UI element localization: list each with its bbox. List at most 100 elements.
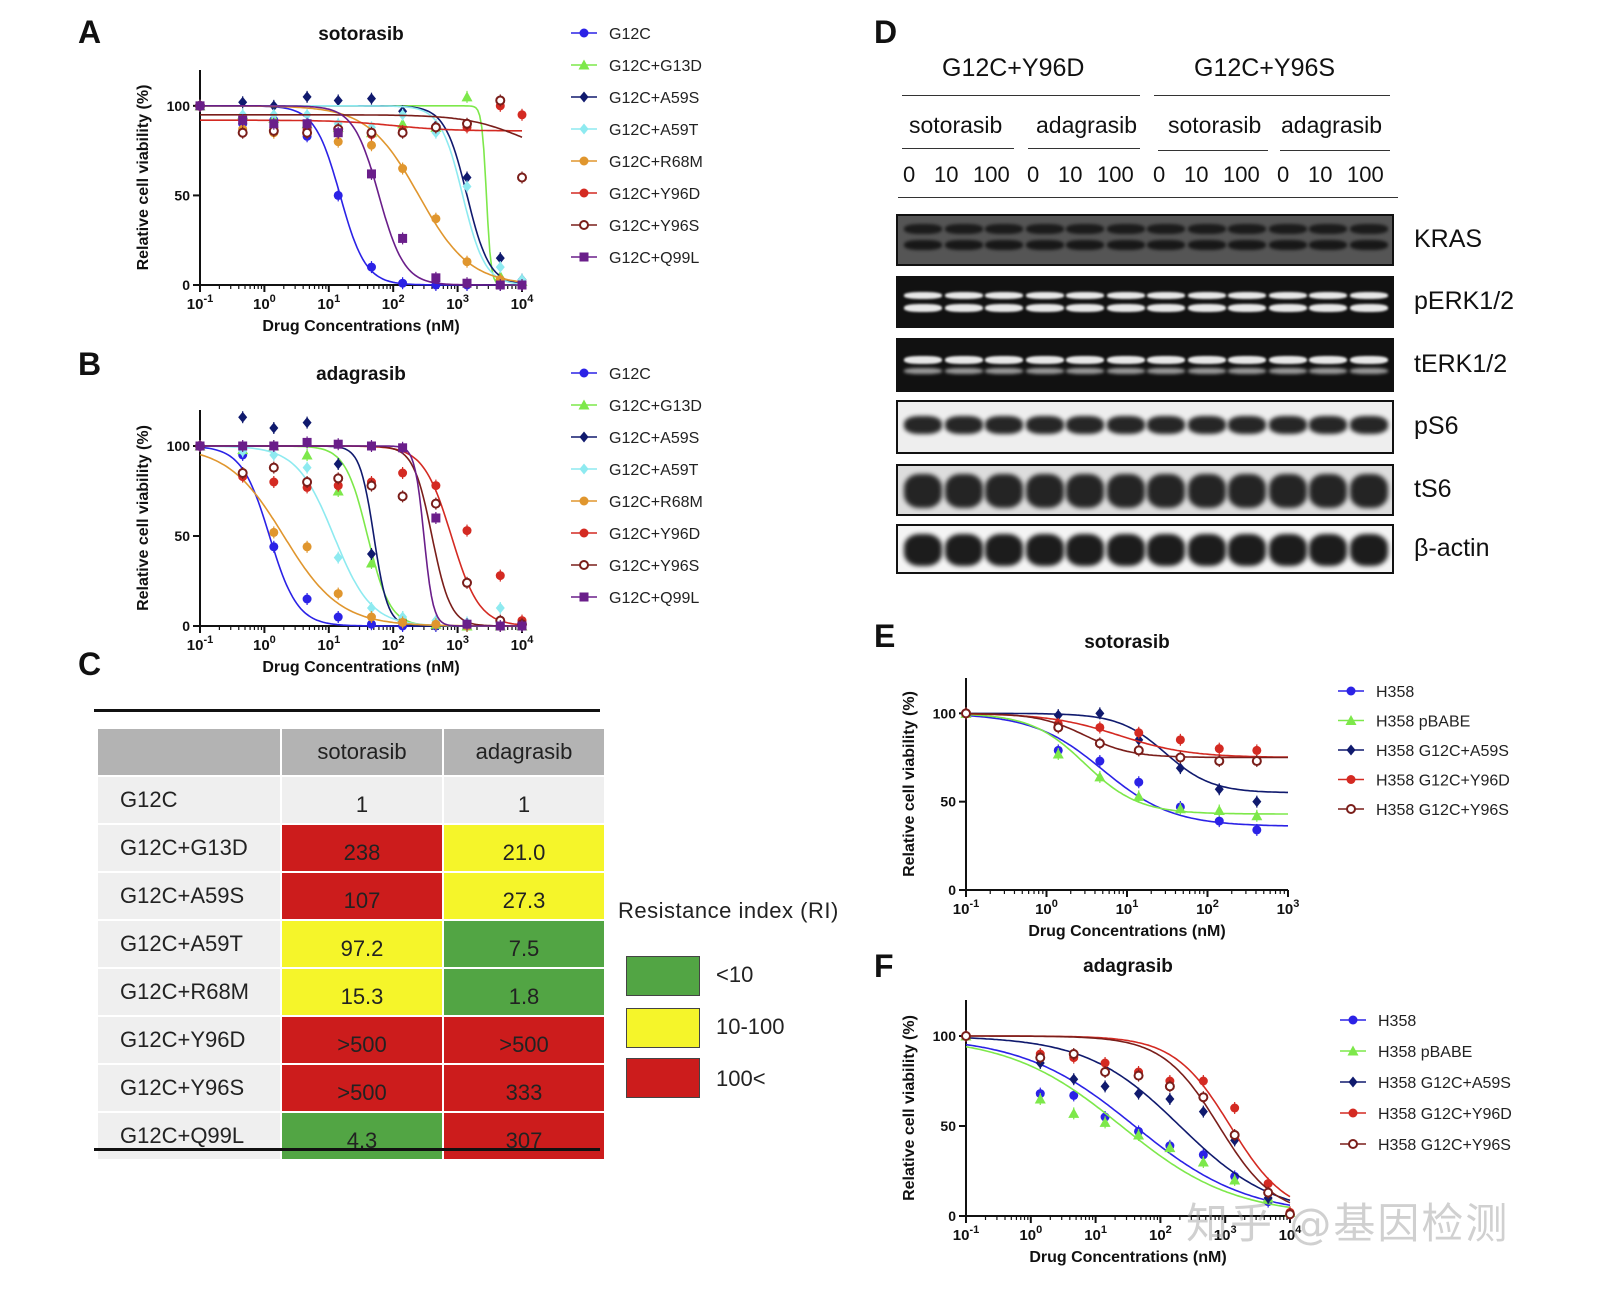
blot-band <box>1025 304 1064 312</box>
chart-a-point-g12c-r68m <box>398 164 408 174</box>
chart-a-point-g12c-y96s <box>397 127 408 138</box>
chart-a-fit-curve-g12c-y96s <box>200 114 523 138</box>
blot-label-perk1-2: pERK1/2 <box>1414 287 1515 315</box>
chart-f-point-h358-g12c-a59s <box>1134 1088 1144 1100</box>
chart-b-x-axis-label: Drug Concentrations (nM) <box>262 659 459 676</box>
chart-a-point-g12c-q99l <box>431 273 441 283</box>
chart-f-x-tick-label: 101 <box>1084 1224 1107 1244</box>
chart-b-point-g12c-q99l <box>238 441 248 451</box>
blot-label-ps6: pS6 <box>1414 412 1459 440</box>
chart-b-x-tick-label: 100 <box>253 634 276 654</box>
blot-band <box>904 292 942 299</box>
chart-e-point-h358-g12c-y96d <box>1175 735 1185 745</box>
chart-b-point-g12c-y96s <box>333 473 344 484</box>
chart-a-point-g12c-a59s <box>333 94 343 106</box>
chart-e-y-tick-label: 0 <box>948 882 956 898</box>
table-cell-adagrasib: >500 <box>442 1015 606 1065</box>
chart-a-fit-curve-g12c <box>200 105 522 286</box>
chart-b-point-g12c-g13d <box>301 449 313 460</box>
chart-b-point-g12c-y96d <box>495 571 505 581</box>
chart-a-point-g12c-q99l <box>495 280 505 290</box>
blot-band <box>1066 416 1104 434</box>
western-drug-label-3: sotorasib <box>1168 112 1262 138</box>
blot-band <box>985 240 1023 250</box>
western-dose-label: 100 <box>1097 162 1134 187</box>
table-row: G12C+Q99L 4.3 307 <box>96 1111 606 1161</box>
chart-e-fit-curve-h358-pbabe <box>965 713 1288 815</box>
table-cell-sotorasib: 15.3 <box>280 967 444 1017</box>
chart-f-point-h358-g12c-y96s <box>1068 1049 1079 1059</box>
chart-e-series-h358: H358 <box>961 684 1414 836</box>
western-dose-label: 0 <box>1027 162 1040 187</box>
chart-f-point-h358-g12c-y96d <box>1263 1179 1273 1189</box>
blot-band <box>1268 368 1307 374</box>
blot-band <box>1106 534 1145 566</box>
chart-f-legend-label-h358-g12c-y96d: H358 G12C+Y96D <box>1378 1106 1512 1123</box>
chart-a-point-g12c-y96s <box>302 127 313 138</box>
blot-band <box>1025 224 1064 234</box>
chart-f-series-h358-g12c-y96s: H358 G12C+Y96S <box>961 1030 1511 1221</box>
blot-strip-actin <box>896 524 1394 574</box>
table-row-name: G12C <box>96 775 282 825</box>
table-row-name: G12C+A59T <box>96 919 282 969</box>
western-blot-panel: G12C+Y96D G12C+Y96S sotorasib adagrasib … <box>870 0 1600 600</box>
chart-e-y-tick-label: 100 <box>933 705 957 721</box>
chart-b-point-g12c-r68m <box>431 619 441 629</box>
blot-band <box>1106 416 1145 434</box>
chart-f-fit-curve-h358-pbabe <box>965 1045 1291 1209</box>
chart-a-x-tick-label: 102 <box>382 293 405 313</box>
western-dose-label: 10 <box>1308 162 1333 187</box>
chart-e-point-h358-g12c-y96s <box>1133 745 1144 756</box>
blot-band <box>1228 240 1266 250</box>
chart-f-legend-marker-h358-g12c-y96s <box>1348 1139 1358 1149</box>
blot-strip-perk1-2 <box>896 276 1394 328</box>
panel-label-d: D <box>874 14 898 50</box>
chart-e-point-h358-g12c-y96d <box>1252 745 1262 755</box>
chart-b-fit-curve-g12c-a59s <box>200 445 522 627</box>
blot-band <box>1268 240 1307 250</box>
chart-e-point-h358 <box>1252 825 1262 835</box>
blot-band <box>1025 368 1064 374</box>
blot-band <box>985 474 1023 508</box>
chart-b-point-g12c-q99l <box>495 621 505 631</box>
table-row-name: G12C+A59S <box>96 871 282 921</box>
chart-f-y-axis-label: Relative cell viability (%) <box>901 1015 918 1201</box>
chart-b-point-g12c <box>302 594 312 604</box>
table-cell-adagrasib: 333 <box>442 1063 606 1113</box>
chart-b-point-g12c-q99l <box>269 441 279 451</box>
blot-strip-ts6 <box>896 464 1394 516</box>
chart-a-x-tick-label: 103 <box>446 293 469 313</box>
blot-band <box>1147 534 1185 566</box>
chart-e-point-h358-g12c-a59s <box>1214 783 1224 795</box>
chart-a-legend-label-g12c: G12C <box>609 26 651 43</box>
table-row-name: G12C+Q99L <box>96 1111 282 1161</box>
blot-band <box>904 416 942 434</box>
chart-e-fit-curve-h358-g12c-a59s <box>965 712 1288 794</box>
blot-band <box>1147 368 1185 374</box>
chart-f-point-h358-g12c-a59s <box>1069 1073 1079 1085</box>
blot-band <box>1066 474 1104 508</box>
chart-e-legend-label-h358: H358 <box>1376 684 1414 701</box>
blot-band <box>1228 534 1266 566</box>
blot-band <box>1349 356 1388 364</box>
chart-e-y-axis-label: Relative cell viability (%) <box>901 691 918 877</box>
table-row: G12C+Y96S >500 333 <box>96 1063 606 1113</box>
chart-b-point-g12c-q99l <box>302 437 312 447</box>
resistance-index-table: sotorasib adagrasib G12C 1 1 G12C+G13D 238 21… <box>96 727 606 1161</box>
chart-b-legend-marker-g12c <box>579 368 589 378</box>
chart-b-point-g12c-a59s <box>333 458 343 470</box>
chart-b-point-g12c-a59t <box>495 602 505 614</box>
blot-band <box>944 474 983 508</box>
chart-b-point-g12c-y96d <box>462 526 472 536</box>
table-cell-sotorasib: 4.3 <box>280 1111 444 1161</box>
chart-f-point-h358-g12c-y96s <box>1263 1187 1274 1198</box>
chart-a-legend-label-g12c-r68m: G12C+R68M <box>609 154 703 171</box>
chart-a-point-g12c-r68m <box>462 257 472 267</box>
chart-e-series-h358-g12c-y96s: H358 G12C+Y96S <box>961 707 1509 819</box>
chart-b-y-tick-label: 50 <box>174 528 190 544</box>
chart-b-legend-label-g12c-g13d: G12C+G13D <box>609 398 702 415</box>
blot-label-actin: β-actin <box>1414 534 1490 562</box>
blot-band <box>1309 240 1347 250</box>
blot-strip-ps6 <box>896 400 1394 454</box>
chart-b-point-g12c-y96d <box>269 477 279 487</box>
